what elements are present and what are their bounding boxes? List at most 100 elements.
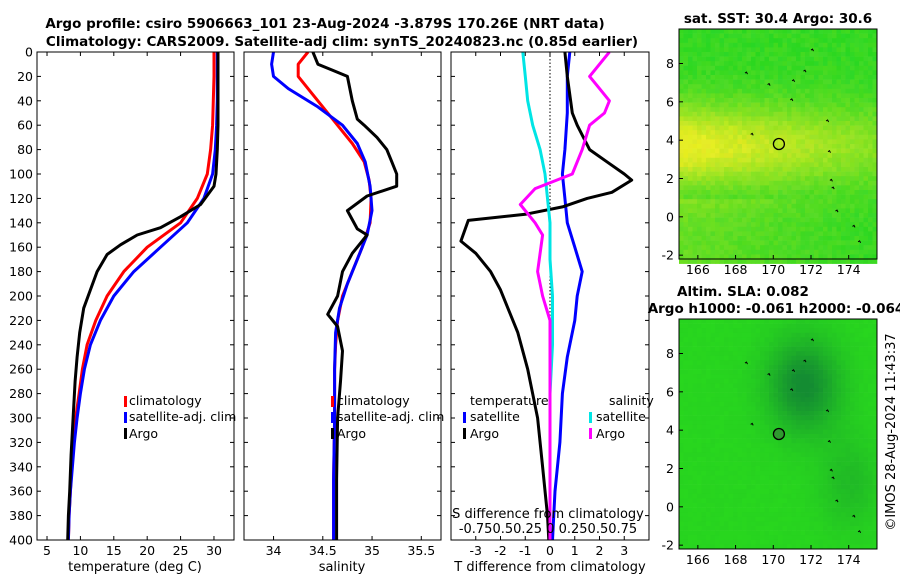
heatmap-cell [832, 424, 837, 430]
heatmap-cell [688, 42, 693, 48]
heatmap-cell [773, 351, 779, 357]
heatmap-cell [724, 470, 729, 476]
heatmap-cell [841, 208, 846, 214]
heatmap-cell [823, 355, 828, 361]
heatmap-cell [814, 489, 819, 495]
heatmap-cell [683, 411, 689, 416]
heatmap-cell [679, 52, 684, 57]
heatmap-cell [778, 144, 783, 149]
heatmap-cell [796, 180, 801, 186]
heatmap-cell [836, 434, 842, 439]
heatmap-cell [692, 388, 698, 393]
heatmap-cell [755, 383, 761, 389]
heatmap-cell [787, 208, 792, 214]
heatmap-cell [733, 342, 738, 347]
heatmap-cell [805, 111, 810, 117]
heatmap-cell [859, 157, 864, 163]
heatmap-cell [710, 144, 716, 149]
heatmap-cell [737, 438, 743, 444]
heatmap-cell [805, 332, 810, 338]
heatmap-cell [688, 148, 693, 154]
heatmap-cell [827, 157, 833, 163]
heatmap-cell [814, 226, 819, 232]
heatmap-cell [706, 388, 711, 393]
heatmap-cell [818, 530, 824, 536]
heatmap-cell [841, 139, 846, 145]
heatmap-cell [841, 346, 846, 352]
heatmap-cell [773, 489, 779, 495]
heatmap-cell [836, 33, 842, 39]
heatmap-cell [814, 420, 819, 426]
heatmap-cell [728, 388, 734, 393]
heatmap-cell [805, 134, 810, 140]
heatmap-cell [737, 484, 743, 490]
heatmap-cell [796, 397, 801, 403]
heatmap-cell [841, 369, 846, 375]
heatmap-cell [872, 406, 878, 412]
heatmap-cell [701, 406, 707, 412]
heatmap-cell [800, 420, 806, 426]
heatmap-cell [796, 171, 801, 177]
heatmap-cell [863, 498, 869, 504]
heatmap-cell [845, 157, 851, 163]
heatmap-cell [782, 29, 788, 34]
heatmap-cell [827, 116, 833, 122]
heatmap-cell [836, 144, 842, 149]
heatmap-cell [854, 489, 860, 495]
heatmap-cell [778, 355, 783, 361]
heatmap-cell [868, 443, 873, 449]
heatmap-cell [814, 254, 819, 260]
heatmap-cell [733, 176, 738, 182]
heatmap-cell [715, 121, 720, 126]
heatmap-cell [796, 489, 801, 495]
heatmap-cell [818, 180, 824, 186]
heatmap-cell [809, 33, 815, 39]
heatmap-cell [800, 388, 806, 393]
heatmap-cell [791, 365, 797, 370]
heatmap-cell [823, 171, 828, 177]
heatmap-cell [854, 157, 860, 163]
heatmap-cell [719, 75, 725, 80]
heatmap-cell [818, 420, 824, 426]
heatmap-cell [710, 493, 716, 499]
heatmap-cell [814, 374, 819, 380]
heatmap-cell [809, 148, 815, 154]
heatmap-cell [832, 420, 837, 426]
heatmap-cell [796, 530, 801, 536]
heatmap-cell [751, 452, 756, 458]
heatmap-cell [854, 360, 860, 366]
heatmap-cell [692, 319, 698, 324]
heatmap-cell [818, 240, 824, 246]
heatmap-cell [764, 392, 770, 398]
heatmap-cell [836, 415, 842, 421]
heatmap-cell [823, 503, 828, 508]
heatmap-cell [710, 457, 716, 462]
heatmap-cell [836, 466, 842, 472]
heatmap-cell [773, 544, 779, 550]
legend-title-salinity: salinity [609, 393, 654, 408]
heatmap-cell [733, 535, 738, 541]
heatmap-cell [773, 401, 779, 407]
heatmap-cell [728, 493, 734, 499]
heatmap-cell [773, 70, 779, 76]
heatmap-cell [796, 365, 801, 370]
heatmap-cell [778, 369, 783, 375]
heatmap-cell [773, 392, 779, 398]
heatmap-cell [850, 332, 855, 338]
heatmap-cell [697, 388, 702, 393]
heatmap-cell [710, 388, 716, 393]
heatmap-cell [769, 157, 774, 163]
heatmap-cell [814, 535, 819, 541]
heatmap-cell [760, 461, 765, 467]
heatmap-cell [868, 401, 873, 407]
heatmap-cell [692, 360, 698, 366]
heatmap-cell [850, 148, 855, 154]
heatmap-cell [769, 429, 774, 435]
heatmap-cell [800, 411, 806, 416]
heatmap-cell [692, 530, 698, 536]
heatmap-cell [809, 203, 815, 209]
heatmap-cell [841, 84, 846, 90]
heatmap-cell [728, 443, 734, 449]
heatmap-cell [800, 213, 806, 218]
heatmap-cell [823, 507, 828, 513]
